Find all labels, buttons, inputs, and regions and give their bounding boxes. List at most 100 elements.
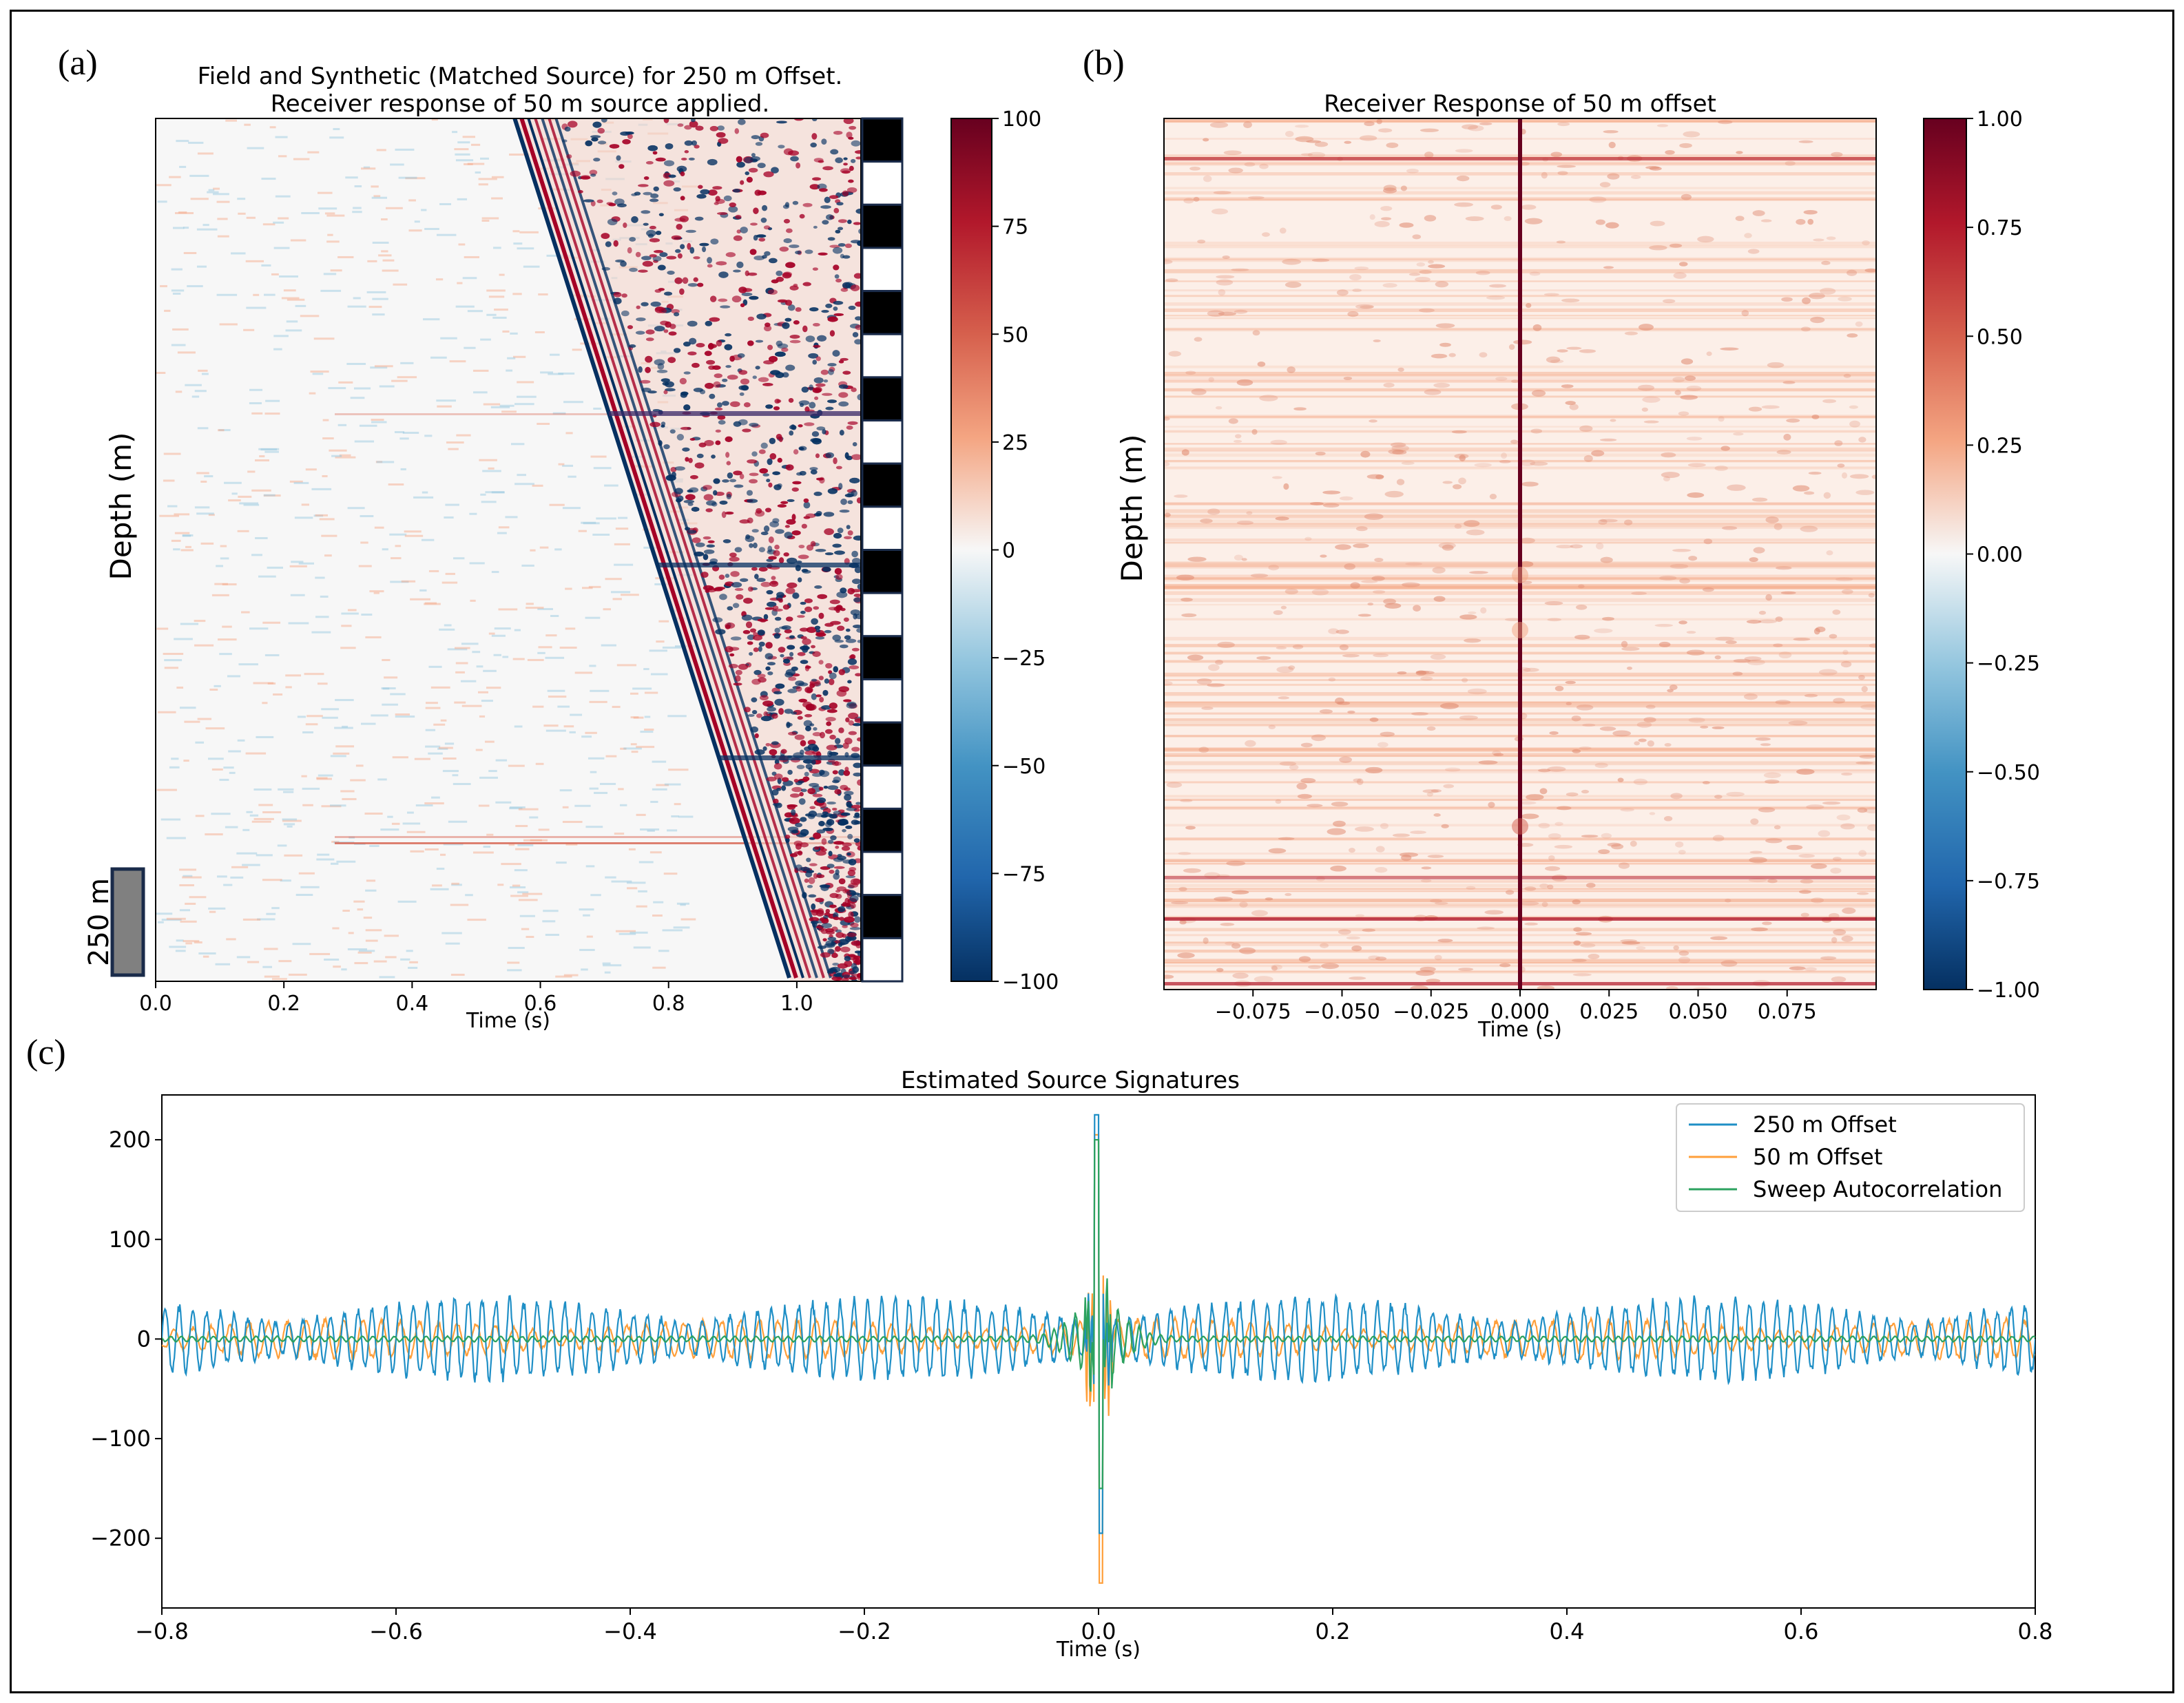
panel-b-blob [1336, 289, 1349, 296]
panel-b-blob [1428, 264, 1446, 269]
panel-a-noise-blob [384, 934, 399, 937]
panel-b-blob [1539, 788, 1548, 795]
panel-b-cbar-label: 0.00 [1977, 543, 2023, 567]
panel-a-event-blob [814, 585, 822, 589]
panel-b-blob [1207, 508, 1220, 515]
panel-a-noise-blob [278, 788, 294, 791]
panel-a-event-blob [834, 760, 840, 766]
panel-b-blob [1811, 414, 1820, 419]
panel-a-noise-blob [512, 884, 521, 887]
panel-b-blob [1392, 833, 1411, 837]
panel-a-event-blob [655, 306, 666, 311]
panel-b-blob [1569, 404, 1579, 410]
panel-b-blob [1822, 399, 1837, 404]
panel-a-noise-blob [179, 165, 187, 168]
panel-a-event-blob [711, 501, 718, 507]
panel-b-blob [1231, 268, 1249, 271]
panel-a-event-blob [763, 525, 770, 532]
panel-b-blob [1431, 788, 1442, 793]
panel-a-event-blob [815, 632, 826, 637]
panel-a-event-blob [833, 841, 844, 845]
panel-a-event-blob [797, 651, 806, 656]
panel-a-event-blob [703, 485, 712, 490]
panel-a-checker-cell [861, 203, 904, 249]
panel-a-event-blob [849, 927, 861, 930]
panel-b-blob [1611, 844, 1624, 850]
panel-a-noise-blob [543, 724, 559, 727]
panel-a-event-blob [590, 200, 596, 207]
panel-a-noise-blob [194, 506, 210, 509]
panel-b-blob [1178, 886, 1187, 892]
panel-a-noise-blob [428, 665, 442, 668]
panel-a-event-blob [835, 278, 842, 283]
panel-b-blob [1420, 676, 1433, 681]
panel-a-event-blob [785, 464, 794, 471]
panel-a-event-blob [820, 205, 831, 209]
panel-a-noise-blob [481, 219, 490, 222]
panel-a-noise-blob [586, 935, 593, 938]
panel-b-blob [1194, 337, 1203, 342]
panel-b-blob [1594, 762, 1608, 769]
panel-b-blob [1203, 138, 1209, 142]
panel-a-event-blob [789, 335, 800, 339]
panel-a-noise-blob [301, 212, 320, 215]
panel-a-event-blob [635, 251, 641, 258]
panel-b-blob [1833, 698, 1846, 704]
panel-a-noise-blob [523, 839, 542, 842]
panel-a-noise-blob [409, 961, 418, 963]
panel-a-noise-blob [166, 837, 186, 839]
panel-a-event-blob [825, 908, 830, 914]
panel-a-event-blob [797, 715, 803, 720]
panel-b-blob [1732, 671, 1743, 676]
panel-b-blob [1453, 484, 1462, 490]
panel-a-event-blob [827, 937, 837, 941]
panel-a-event-blob [745, 621, 753, 629]
panel-a-noise-blob [157, 921, 164, 923]
panel-a-event-blob [822, 811, 829, 815]
panel-a-noise-blob [352, 211, 362, 213]
panel-a-noise-blob [207, 191, 219, 194]
panel-a-noise-blob [455, 305, 475, 308]
panel-a-noise-blob [652, 788, 667, 791]
panel-a-noise-blob [539, 546, 549, 549]
panel-b-blob [1271, 476, 1282, 479]
panel-b-blob [1831, 937, 1838, 943]
panel-a-event-blob [597, 140, 607, 145]
panel-a-event-blob [850, 158, 856, 163]
panel-a-event-blob [713, 381, 721, 388]
panel-a-event-blob [712, 617, 723, 623]
panel-a-event-blob [684, 527, 691, 531]
panel-a-noise-blob [249, 627, 269, 630]
panel-a-arrival-band [541, 118, 818, 979]
panel-a-noise-blob [335, 745, 355, 748]
panel-a-noise-blob [454, 701, 466, 704]
panel-b-blob [1254, 976, 1273, 983]
panel-a-noise-blob [164, 667, 178, 669]
panel-b-blob [1751, 927, 1768, 932]
panel-a-event-blob [804, 422, 815, 426]
panel-b-blob [1245, 740, 1256, 747]
panel-a-noise-blob [652, 915, 663, 917]
panel-a-event-blob [780, 501, 789, 505]
panel-a-event-blob [835, 932, 844, 939]
panel-a-noise-blob [534, 331, 545, 333]
panel-a-checker-cell [861, 462, 904, 508]
panel-a-event-blob [774, 544, 780, 550]
panel-a-event-blob [700, 572, 709, 578]
panel-a-noise-blob [604, 484, 618, 487]
panel-a-noise-blob [530, 549, 536, 552]
panel-a-noise-blob [278, 217, 289, 220]
panel-b-blob [1444, 767, 1461, 772]
panel-a-event-blob [709, 558, 718, 563]
panel-a-event-blob [847, 500, 853, 505]
panel-a-event-blob [777, 299, 788, 303]
panel-a-noise-blob [492, 316, 507, 319]
panel-b-blob [1733, 658, 1751, 663]
panel-a-event-blob [825, 303, 833, 309]
panel-a-event-blob [815, 356, 821, 362]
panel-a-noise-blob [369, 844, 379, 847]
panel-a-noise-blob [614, 563, 634, 566]
panel-a-event-blob [776, 340, 783, 347]
panel-a-noise-blob [306, 715, 323, 718]
panel-b-blob [1391, 444, 1409, 452]
